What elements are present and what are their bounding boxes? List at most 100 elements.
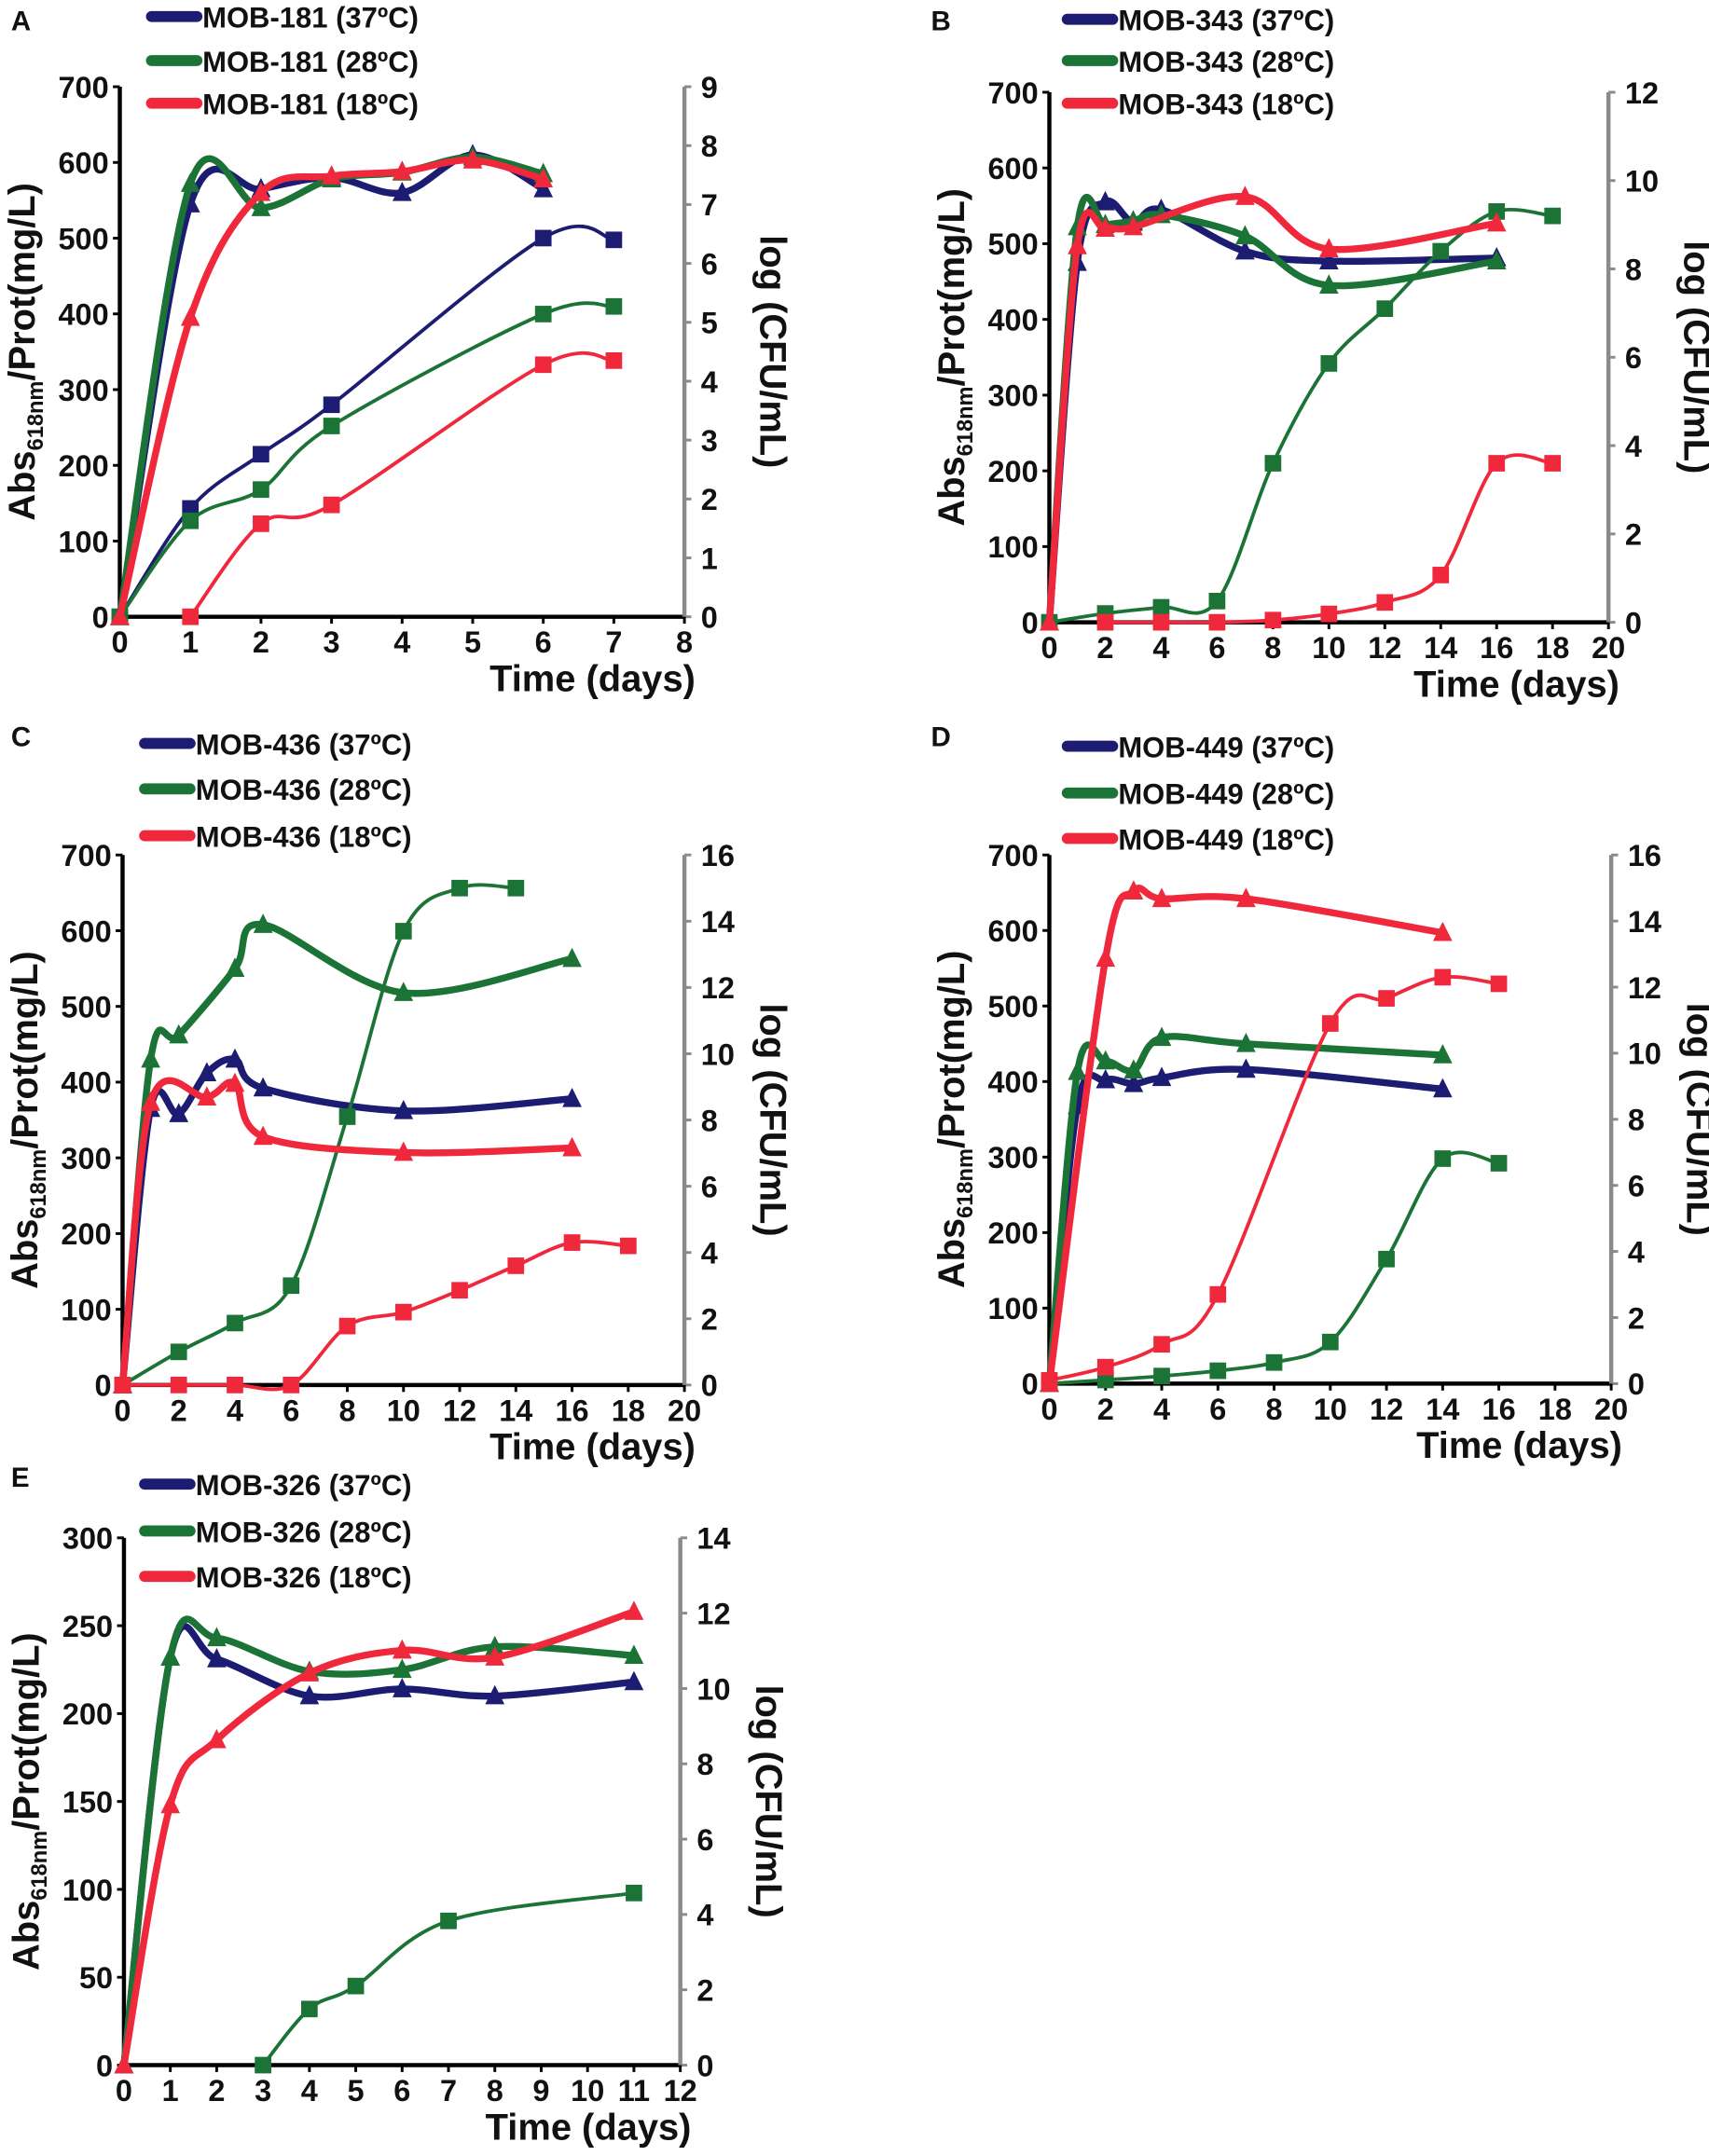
cfu-point-square (1320, 605, 1338, 623)
y-label-rest: /Prot(mg/L) (6, 1632, 47, 1831)
y-tick-label: 50 (79, 1961, 113, 1995)
legend-label: MOB-343 (28ºC) (1118, 46, 1334, 78)
x-tick-label: 0 (116, 2074, 132, 2108)
x-tick-label: 4 (1153, 1393, 1170, 1426)
y-tick-label: 300 (62, 1522, 113, 1556)
panel-label: A (11, 6, 31, 36)
cfu-point-square (1264, 611, 1282, 629)
cfu-point-square (1153, 1336, 1170, 1353)
y2-tick-label: 1 (701, 542, 718, 575)
cfu-point-square (1209, 1285, 1227, 1303)
cfu-point-square (1320, 355, 1338, 372)
cfu-point-square (626, 1884, 642, 1902)
abs-point-triangle (110, 605, 130, 625)
x-tick-label: 16 (1482, 1393, 1516, 1426)
y-tick-label: 250 (62, 1610, 113, 1643)
panel-b: B 0 100 200 300 400 500 600 700 0 2 4 6 8 10 12 0 2 4 6 8 10 1… (930, 4, 1709, 705)
abs-point-triangle (251, 197, 271, 216)
panel-label: E (11, 1463, 30, 1493)
x-tick-label: 8 (487, 2074, 503, 2108)
x-tick-label: 1 (162, 2074, 179, 2108)
y-label-subscript: 618nm (954, 386, 978, 456)
cfu-point-square (1208, 593, 1226, 610)
y2-tick-label: 10 (1628, 1037, 1661, 1071)
cfu-point-square (1321, 1333, 1339, 1351)
cfu-point-square (283, 1377, 300, 1394)
abs-point-triangle (1096, 190, 1115, 211)
abs-point-triangle (1068, 235, 1087, 254)
cfu-point-square (605, 351, 623, 369)
y2-tick-label: 4 (701, 1237, 718, 1270)
y2-tick-label: 8 (701, 1104, 718, 1137)
x-tick-label: 12 (664, 2074, 697, 2108)
y2-tick-label: 6 (1625, 341, 1642, 375)
y-tick-label: 400 (987, 1065, 1038, 1099)
x-tick-label: 12 (1370, 1393, 1403, 1426)
cfu-point-square (1152, 613, 1170, 631)
abs-point-triangle (392, 1639, 412, 1659)
y-tick-label: 300 (987, 379, 1038, 413)
abs-point-triangle (393, 1099, 414, 1119)
cfu-line (117, 301, 614, 618)
y-label-rest: /Prot(mg/L) (931, 950, 972, 1148)
x-tick-label: 4 (227, 1394, 243, 1427)
cfu-point-square (1432, 567, 1450, 584)
y2-tick-label: 12 (1628, 971, 1661, 1005)
abs-point-triangle (1236, 887, 1256, 908)
x-tick-label: 12 (1368, 631, 1401, 665)
cfu-point-square (1490, 975, 1508, 993)
legend-label: MOB-343 (18ºC) (1118, 89, 1334, 121)
y2-tick-label: 12 (701, 971, 735, 1005)
cfu-line (121, 883, 517, 1387)
y2-tick-label: 8 (1625, 253, 1642, 286)
y2-tick-label: 2 (701, 483, 718, 516)
y-tick-label: 150 (62, 1785, 113, 1819)
cfu-point-square (451, 879, 468, 897)
abs-point-triangle (253, 1125, 273, 1146)
cfu-point-square (1321, 1015, 1339, 1032)
legend-label: MOB-326 (28ºC) (196, 1516, 412, 1548)
cfu-point-square (451, 1282, 468, 1299)
legend-label: MOB-181 (28ºC) (202, 46, 419, 78)
y2-tick-label: 14 (696, 1522, 730, 1556)
abs-point-triangle (1432, 1078, 1453, 1098)
abs-point-triangle (392, 1658, 412, 1679)
abs-point-triangle (1096, 947, 1116, 968)
y2-tick-label: 12 (1625, 76, 1659, 110)
y2-tick-label: 2 (696, 1974, 713, 2008)
y-label-main: Abs (931, 456, 972, 526)
y-label-main: Abs (5, 1219, 46, 1289)
series-2 (113, 1072, 637, 1394)
cfu-point-square (253, 481, 269, 499)
x-tick-label: 6 (283, 1394, 299, 1427)
abs-point-triangle (1151, 1066, 1172, 1087)
y-label-main: Abs (6, 1901, 47, 1971)
abs-point-triangle (1151, 1026, 1172, 1047)
y2-tick-label: 14 (701, 905, 735, 939)
y2-tick-label: 6 (696, 1823, 713, 1857)
y2-tick-label: 0 (1628, 1367, 1645, 1401)
y2-tick-label: 8 (701, 130, 718, 163)
cfu-point-square (440, 1912, 457, 1929)
cfu-point-square (227, 1377, 243, 1394)
abs-line (116, 157, 544, 618)
y-axis-label: Abs618nm/Prot(mg/L) (5, 951, 51, 1289)
cfu-point-square (394, 923, 412, 940)
cfu-point-square (170, 1377, 187, 1394)
abs-point-triangle (1318, 250, 1339, 269)
x-tick-label: 0 (1041, 1393, 1057, 1426)
abs-point-triangle (392, 181, 412, 201)
cfu-point-square (1265, 1353, 1283, 1371)
y-tick-label: 500 (58, 222, 108, 255)
y-tick-label: 0 (92, 601, 109, 635)
abs-point-triangle (562, 1136, 582, 1157)
abs-point-triangle (533, 168, 554, 188)
cfu-point-square (1488, 203, 1506, 220)
cfu-point-square (619, 1237, 637, 1255)
y2-tick-label: 0 (701, 601, 718, 635)
abs-point-triangle (299, 1662, 320, 1682)
y-tick-label: 200 (62, 1697, 113, 1731)
abs-point-triangle (225, 1048, 245, 1068)
legend-label: MOB-436 (37ºC) (196, 728, 412, 761)
